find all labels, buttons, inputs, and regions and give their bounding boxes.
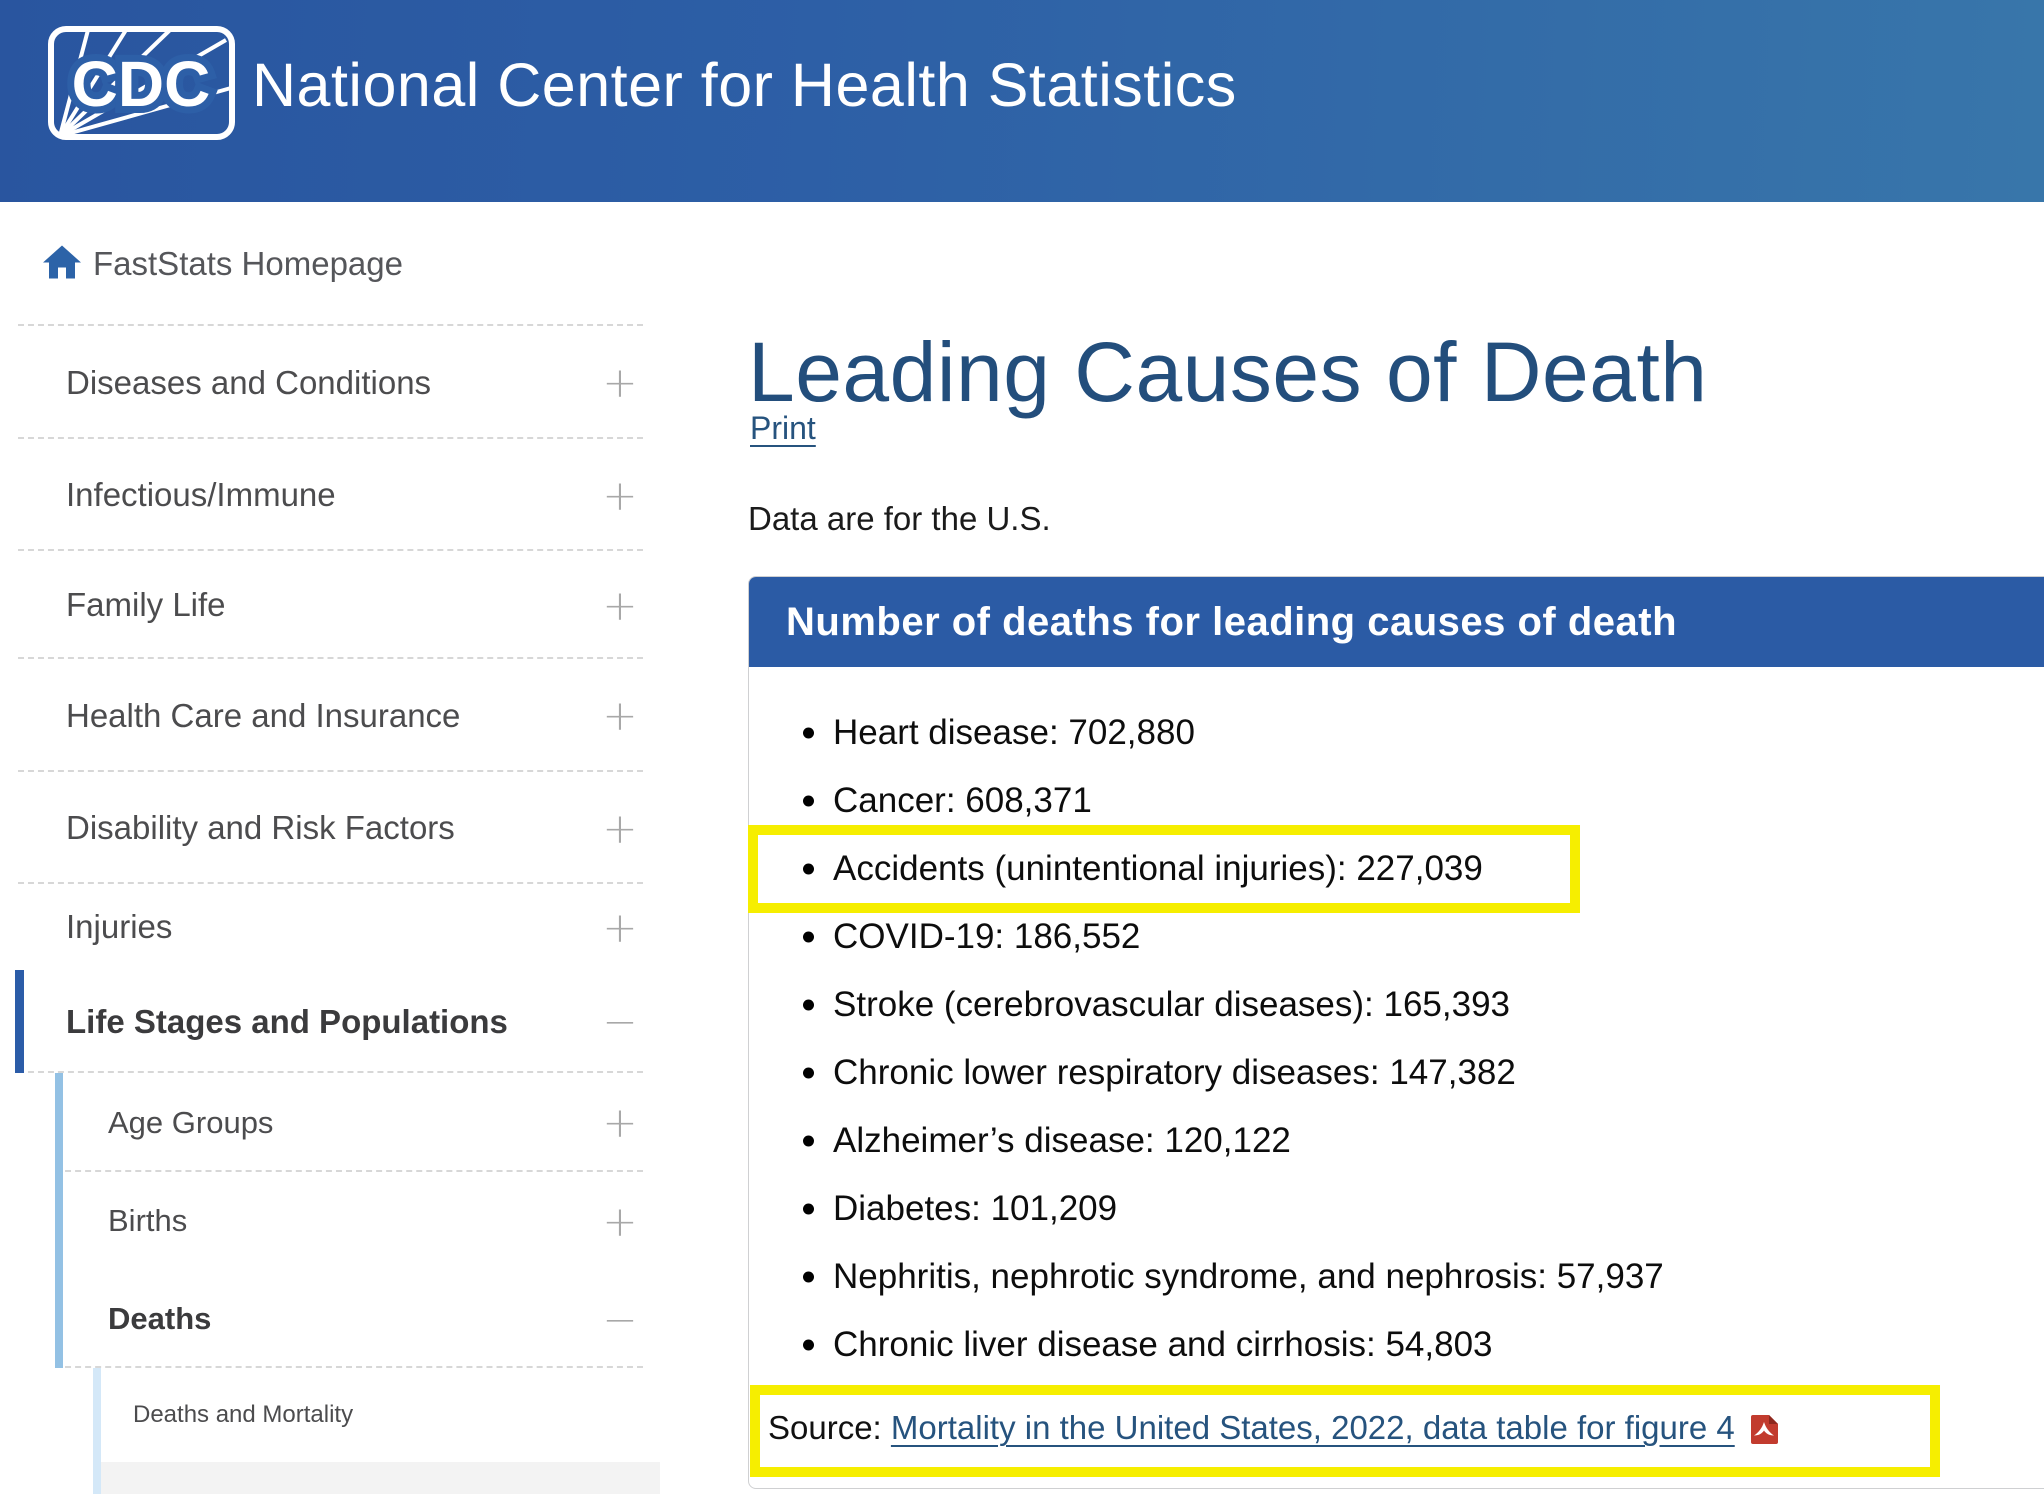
sidebar-item-label: Health Care and Insurance <box>66 696 461 734</box>
expand-plus-icon[interactable]: + <box>602 902 638 952</box>
list-item: Accidents (unintentional injuries): 227,… <box>749 835 2044 903</box>
subsublist-indicator-bar <box>93 1368 101 1494</box>
causes-of-death-list: Heart disease: 702,880 Cancer: 608,371 A… <box>749 667 2044 1379</box>
cdc-logo-icon[interactable]: CDC <box>48 26 235 145</box>
sidebar-item-deaths[interactable]: Deaths − <box>0 1270 660 1368</box>
sidebar-item-label: Diseases and Conditions <box>66 363 432 401</box>
sidebar-item-label: Infectious/Immune <box>66 476 336 513</box>
sidebar-item-life-stages-and-populations[interactable]: Life Stages and Populations − <box>0 970 660 1073</box>
expand-plus-icon[interactable]: + <box>602 358 638 407</box>
panel-header: Number of deaths for leading causes of d… <box>749 577 2044 667</box>
list-item: Chronic lower respiratory diseases: 147,… <box>749 1039 2044 1107</box>
sidebar-item-label: FastStats Homepage <box>93 245 403 282</box>
expand-plus-icon[interactable]: + <box>602 691 638 740</box>
site-title: National Center for Health Statistics <box>252 51 1237 119</box>
list-item: Cancer: 608,371 <box>749 767 2044 835</box>
home-icon <box>42 244 82 285</box>
sidebar-item-faststats-homepage[interactable]: FastStats Homepage <box>0 202 660 326</box>
top-banner: CDC National Center for Health Statistic… <box>0 0 2044 202</box>
expand-plus-icon[interactable]: + <box>602 1098 638 1147</box>
sidebar-nav: FastStats Homepage Diseases and Conditio… <box>0 202 660 1494</box>
sidebar-item-health-care-and-insurance[interactable]: Health Care and Insurance + <box>0 659 660 772</box>
pdf-icon[interactable] <box>1749 1414 1779 1452</box>
source-link[interactable]: Mortality in the United States, 2022, da… <box>890 1409 1735 1446</box>
list-item: Alzheimer’s disease: 120,122 <box>749 1107 2044 1175</box>
sublist-indicator-bar <box>55 1073 63 1368</box>
print-link[interactable]: Print <box>750 410 816 446</box>
list-item: Diabetes: 101,209 <box>749 1175 2044 1243</box>
sidebar-item-label: Deaths <box>108 1301 212 1336</box>
data-scope-note: Data are for the U.S. <box>748 500 1051 537</box>
sidebar-item-label: Births <box>108 1203 188 1238</box>
list-item: Nephritis, nephrotic syndrome, and nephr… <box>749 1243 2044 1311</box>
list-item: Heart disease: 702,880 <box>749 699 2044 767</box>
active-section-indicator-bar <box>15 970 24 1073</box>
sidebar-item-label: Life Stages and Populations <box>66 1002 508 1040</box>
sidebar-item-label: Injuries <box>66 908 173 945</box>
sidebar-item-diseases-and-conditions[interactable]: Diseases and Conditions + <box>0 326 660 439</box>
collapse-minus-icon[interactable]: − <box>602 997 638 1046</box>
sidebar-item-label: Age Groups <box>108 1104 274 1140</box>
sidebar-item-disability-and-risk-factors[interactable]: Disability and Risk Factors + <box>0 772 660 884</box>
sidebar-item-age-groups[interactable]: Age Groups + <box>0 1073 660 1172</box>
expand-plus-icon[interactable]: + <box>602 803 638 853</box>
sidebar-item-label: Disability and Risk Factors <box>66 809 455 846</box>
leading-causes-panel: Number of deaths for leading causes of d… <box>748 576 2044 1489</box>
source-line: Source: Mortality in the United States, … <box>768 1409 1779 1452</box>
sidebar-item-injuries[interactable]: Injuries + <box>0 884 660 970</box>
list-item: COVID-19: 186,552 <box>749 903 2044 971</box>
expand-plus-icon[interactable]: + <box>602 580 638 630</box>
page-title: Leading Causes of Death <box>748 325 1708 420</box>
list-item: Stroke (cerebrovascular diseases): 165,3… <box>749 971 2044 1039</box>
sidebar-item-deaths-and-mortality[interactable]: Deaths and Mortality <box>0 1368 660 1462</box>
sidebar-item-infectious-immune[interactable]: Infectious/Immune + <box>0 439 660 551</box>
sidebar-item-label: Deaths and Mortality <box>133 1401 354 1428</box>
sidebar-item-partial[interactable] <box>100 1462 660 1494</box>
sidebar-item-births[interactable]: Births + <box>0 1172 660 1270</box>
list-item: Chronic liver disease and cirrhosis: 54,… <box>749 1311 2044 1379</box>
svg-text:CDC: CDC <box>72 48 211 120</box>
source-prefix: Source: <box>768 1409 891 1446</box>
sidebar-item-label: Family Life <box>66 586 226 623</box>
expand-plus-icon[interactable]: + <box>602 470 638 520</box>
expand-plus-icon[interactable]: + <box>602 1196 638 1246</box>
sidebar-item-family-life[interactable]: Family Life + <box>0 551 660 659</box>
collapse-minus-icon[interactable]: − <box>602 1294 638 1344</box>
